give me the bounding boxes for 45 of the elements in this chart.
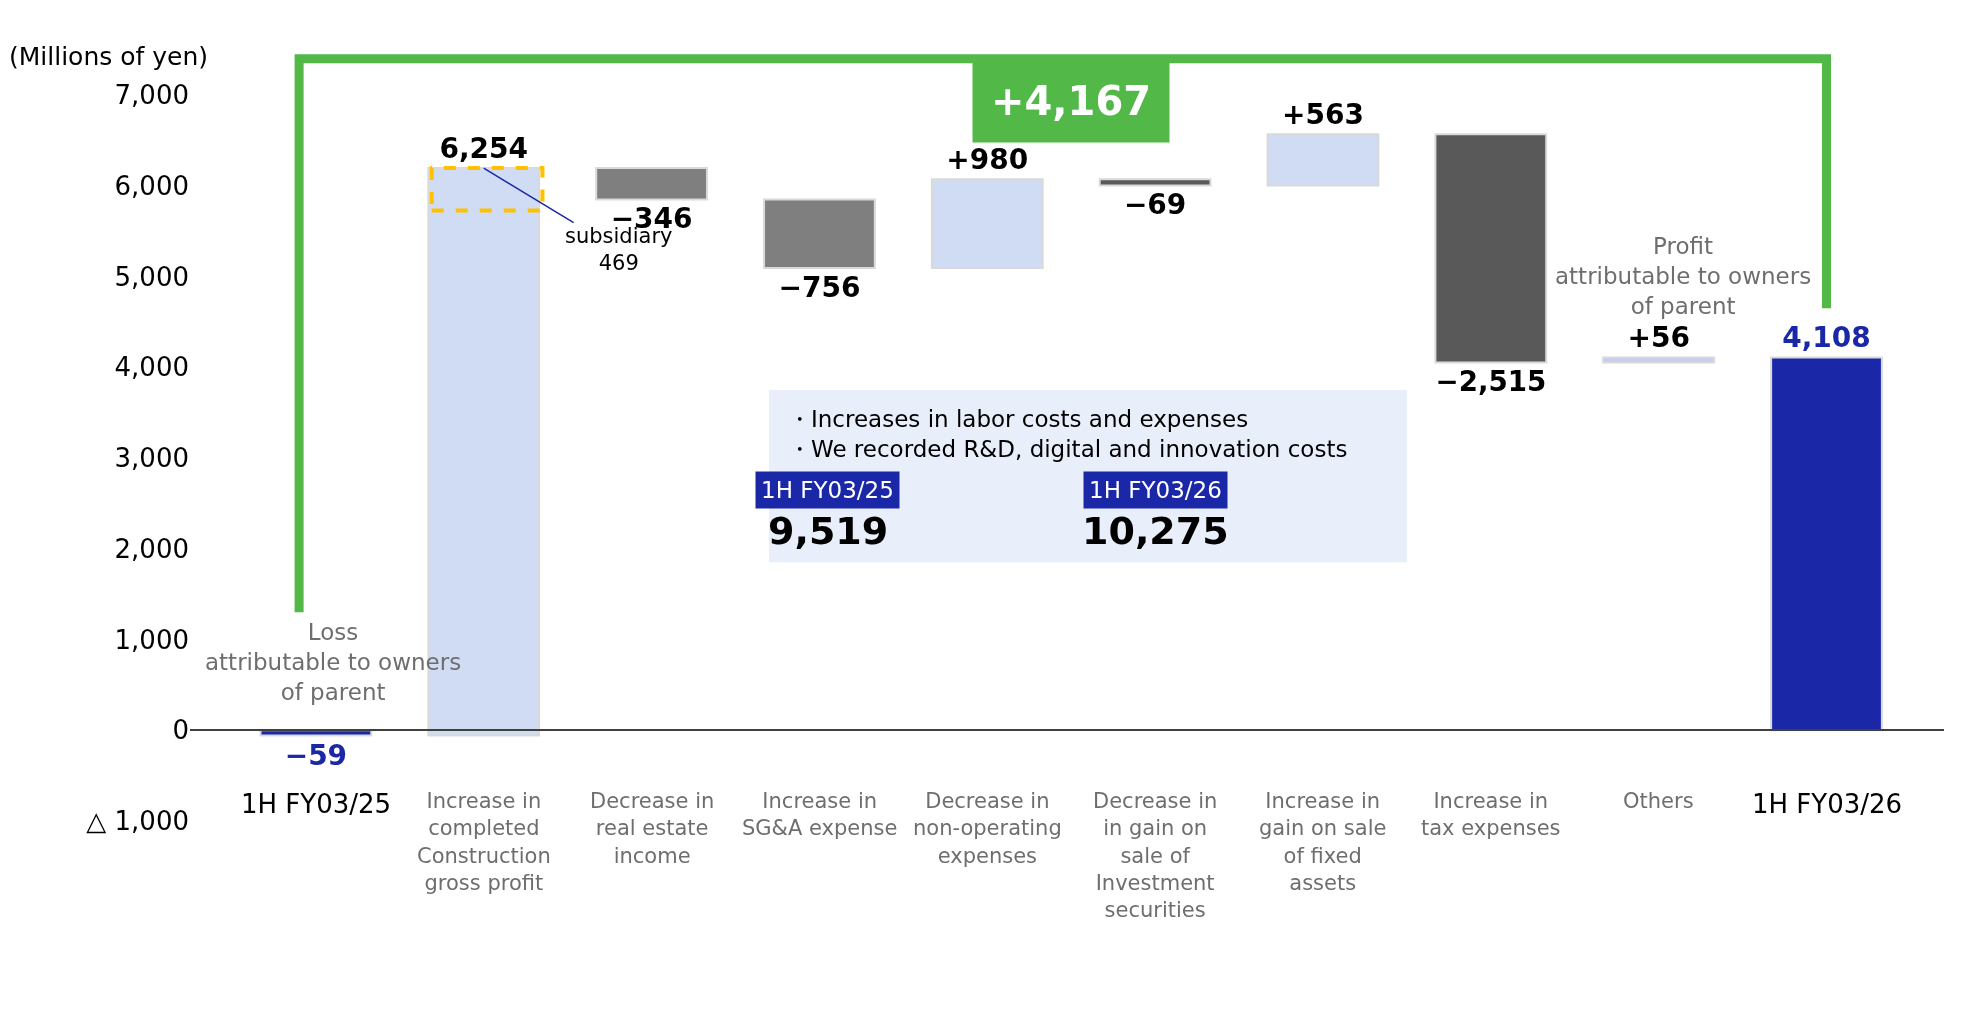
annotation: Profit attributable to owners of parent <box>1555 233 1812 319</box>
y-tick-label: 0 <box>172 715 189 746</box>
annotation: +4,167 <box>991 78 1152 124</box>
x-tick-label: Others <box>1623 789 1694 813</box>
data-label: −59 <box>284 738 348 772</box>
x-tick-label: Increase in completed Construction gross profit <box>417 789 551 895</box>
bar <box>930 178 1044 270</box>
annotation: ・Increases in labor costs and expenses ・We recorded R&D, digital and innovation costs <box>788 406 1348 462</box>
y-axis-title: (Millions of yen) <box>9 42 209 71</box>
bar <box>763 198 876 270</box>
y-tick-label: 5,000 <box>114 261 189 292</box>
x-tick-label: Increase in SG&A expense <box>742 789 898 841</box>
bar <box>1434 133 1548 364</box>
y-tick-label: 6,000 <box>114 170 189 201</box>
y-tick-label: 2,000 <box>114 533 189 564</box>
data-label: +563 <box>1282 98 1364 132</box>
x-tick-label: Decrease in in gain on sale of Investment securities <box>1093 789 1218 923</box>
x-tick-label: Decrease in non-operating expenses <box>913 789 1062 868</box>
x-tick-label: 1H FY03/25 <box>241 789 392 819</box>
annotation: Loss attributable to owners of parent <box>205 619 462 705</box>
bar <box>595 167 708 201</box>
x-tick-label: Increase in tax expenses <box>1421 789 1561 841</box>
annotation: 9,519 <box>768 509 889 553</box>
x-tick-label: Increase in gain on sale of fixed assets <box>1259 789 1387 895</box>
y-tick-label: △ 1,000 <box>86 806 189 837</box>
annotation: 10,275 <box>1082 509 1229 553</box>
y-tick-label: 3,000 <box>114 443 189 474</box>
y-tick-label: 4,000 <box>114 352 189 383</box>
annotation: 1H FY03/26 <box>1089 477 1222 503</box>
bar <box>1770 356 1883 732</box>
data-label: 4,108 <box>1782 321 1871 355</box>
y-tick-label: 7,000 <box>114 80 189 111</box>
bar <box>1602 356 1716 364</box>
data-label: −2,515 <box>1435 365 1547 399</box>
x-tick-label: Decrease in real estate income <box>590 789 715 868</box>
annotation: 1H FY03/25 <box>761 477 894 503</box>
y-tick-label: 1,000 <box>114 624 189 655</box>
data-label: −69 <box>1123 188 1187 222</box>
data-label: −756 <box>778 271 861 305</box>
bar <box>1098 178 1212 187</box>
data-label: +980 <box>946 143 1029 177</box>
x-tick-label: 1H FY03/26 <box>1752 789 1903 819</box>
data-label: 6,254 <box>439 132 529 166</box>
data-label: +56 <box>1627 321 1690 355</box>
bar <box>1266 133 1380 187</box>
